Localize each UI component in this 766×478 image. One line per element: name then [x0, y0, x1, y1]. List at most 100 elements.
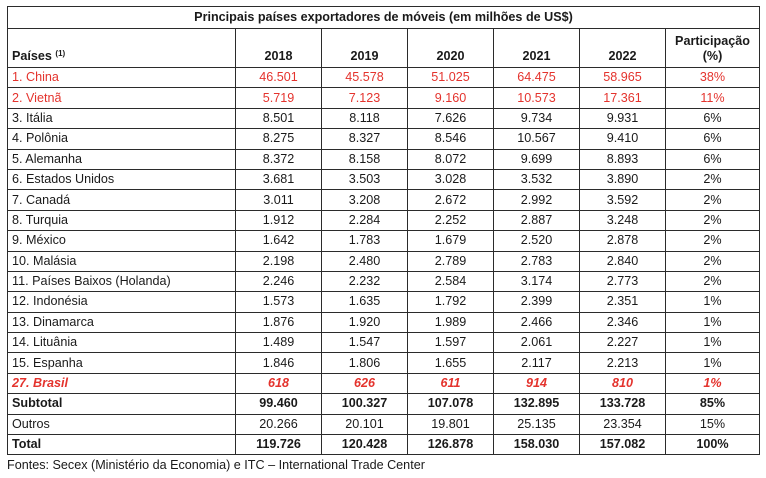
value-cell-2022: 2.346 [579, 311, 666, 334]
value-cell-2018: 99.460 [235, 393, 322, 415]
value-cell-2019: 8.158 [321, 148, 408, 170]
country-header-footnote: (1) [55, 49, 66, 58]
value-cell-2022: 157.082 [579, 434, 666, 456]
value-cell-2020: 7.626 [407, 107, 494, 130]
value-cell-2022: 2.213 [579, 352, 666, 374]
value-cell-2019: 626 [321, 372, 408, 395]
value-cell-2020: 8.072 [407, 148, 494, 170]
table-row: 15. Espanha 1.846 1.806 1.655 2.117 2.213 1% [7, 352, 761, 374]
value-cell-2021: 2.061 [493, 332, 580, 354]
value-cell-2022: 2.840 [579, 250, 666, 272]
share-cell: 85% [664, 393, 761, 415]
value-cell-2019: 45.578 [321, 66, 408, 89]
value-cell-2022: 2.227 [579, 332, 666, 354]
value-cell-2018: 1.876 [235, 311, 322, 334]
table-row: 7. Canadá 3.011 3.208 2.672 2.992 3.592 2% [7, 189, 761, 211]
value-cell-2018: 8.501 [235, 107, 322, 130]
country-cell: 7. Canadá [7, 189, 236, 211]
country-cell: Outros [7, 413, 236, 436]
country-cell: Subtotal [7, 393, 236, 415]
value-cell-2018: 1.846 [235, 352, 322, 374]
value-cell-2019: 7.123 [321, 87, 408, 109]
value-cell-2021: 914 [493, 372, 580, 395]
exporters-table-container: Principais países exportadores de móveis… [6, 6, 761, 473]
value-cell-2022: 2.351 [579, 291, 666, 313]
value-cell-2021: 25.135 [493, 413, 580, 436]
share-cell: 2% [664, 230, 761, 252]
value-cell-2021: 2.783 [493, 250, 580, 272]
table-row: 2. Vietnã 5.719 7.123 9.160 10.573 17.361 11% [7, 87, 761, 109]
value-cell-2022: 9.410 [579, 128, 666, 150]
table-row: 14. Lituânia 1.489 1.547 1.597 2.061 2.227 1% [7, 332, 761, 354]
value-cell-2022: 810 [579, 372, 666, 395]
table-title: Principais países exportadores de móveis… [6, 6, 761, 29]
country-cell: 14. Lituânia [7, 332, 236, 354]
source-note: Fontes: Secex (Ministério da Economia) e… [7, 458, 425, 473]
share-cell: 2% [664, 168, 761, 191]
year-header-2021: 2021 [493, 28, 580, 68]
country-cell: 8. Turquia [7, 209, 236, 232]
value-cell-2018: 20.266 [235, 413, 322, 436]
share-cell: 1% [664, 291, 761, 313]
country-cell: 12. Indonésia [7, 291, 236, 313]
value-cell-2020: 19.801 [407, 413, 494, 436]
country-column-header: Países (1) [7, 28, 236, 68]
country-cell: 1. China [7, 66, 236, 89]
share-cell: 6% [664, 107, 761, 130]
value-cell-2022: 3.248 [579, 209, 666, 232]
value-cell-2018: 1.912 [235, 209, 322, 232]
value-cell-2022: 58.965 [579, 66, 666, 89]
value-cell-2018: 1.573 [235, 291, 322, 313]
value-cell-2021: 10.567 [493, 128, 580, 150]
value-cell-2019: 1.920 [321, 311, 408, 334]
country-cell: 3. Itália [7, 107, 236, 130]
value-cell-2022: 133.728 [579, 393, 666, 415]
country-cell: 5. Alemanha [7, 148, 236, 170]
value-cell-2018: 3.011 [235, 189, 322, 211]
value-cell-2022: 23.354 [579, 413, 666, 436]
value-cell-2020: 1.679 [407, 230, 494, 252]
header-row: Países (1) 2018 2019 2020 2021 2022 Part… [7, 28, 761, 68]
country-cell: 15. Espanha [7, 352, 236, 374]
value-cell-2022: 3.890 [579, 168, 666, 191]
value-cell-2020: 2.584 [407, 270, 494, 293]
country-cell: Total [7, 434, 236, 456]
share-cell: 100% [664, 434, 761, 456]
table-row: Total 119.726 120.428 126.878 158.030 157.082… [7, 434, 761, 456]
value-cell-2020: 8.546 [407, 128, 494, 150]
value-cell-2020: 1.597 [407, 332, 494, 354]
table-row: 1. China 46.501 45.578 51.025 64.475 58.965 38… [7, 66, 761, 89]
share-cell: 2% [664, 270, 761, 293]
value-cell-2021: 2.887 [493, 209, 580, 232]
table-row: 11. Países Baixos (Holanda) 2.246 2.232 2.5… [7, 270, 761, 293]
table-row: 9. México 1.642 1.783 1.679 2.520 2.878 2% [7, 230, 761, 252]
table-row: 4. Polônia 8.275 8.327 8.546 10.567 9.410 6% [7, 128, 761, 150]
table-row: 13. Dinamarca 1.876 1.920 1.989 2.466 2.346 1% [7, 311, 761, 334]
table-body: 1. China 46.501 45.578 51.025 64.475 58.965 38… [7, 66, 761, 456]
value-cell-2022: 8.893 [579, 148, 666, 170]
value-cell-2018: 8.275 [235, 128, 322, 150]
value-cell-2021: 3.174 [493, 270, 580, 293]
value-cell-2019: 8.118 [321, 107, 408, 130]
value-cell-2020: 107.078 [407, 393, 494, 415]
value-cell-2021: 3.532 [493, 168, 580, 191]
value-cell-2022: 3.592 [579, 189, 666, 211]
table-row: 5. Alemanha 8.372 8.158 8.072 9.699 8.893 6% [7, 148, 761, 170]
value-cell-2020: 51.025 [407, 66, 494, 89]
exporters-table: Principais países exportadores de móveis… [6, 6, 761, 456]
value-cell-2019: 1.547 [321, 332, 408, 354]
value-cell-2022: 2.878 [579, 230, 666, 252]
value-cell-2020: 3.028 [407, 168, 494, 191]
share-cell: 1% [664, 332, 761, 354]
table-row: 8. Turquia 1.912 2.284 2.252 2.887 3.248 2% [7, 209, 761, 232]
table-row: 12. Indonésia 1.573 1.635 1.792 2.399 2.351 1% [7, 291, 761, 313]
table-row: 3. Itália 8.501 8.118 7.626 9.734 9.931 6% [7, 107, 761, 130]
table-row: 27. Brasil 618 626 611 914 810 1% [7, 372, 761, 395]
share-column-header: Participação (%) [664, 28, 761, 68]
share-header-line2: (%) [702, 49, 723, 63]
value-cell-2019: 20.101 [321, 413, 408, 436]
share-cell: 38% [664, 66, 761, 89]
value-cell-2021: 2.520 [493, 230, 580, 252]
country-cell: 27. Brasil [7, 372, 236, 395]
share-cell: 1% [664, 352, 761, 374]
